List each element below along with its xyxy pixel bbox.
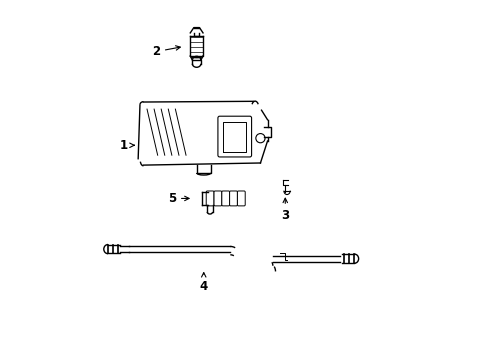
FancyBboxPatch shape [222, 191, 229, 206]
Text: 3: 3 [281, 198, 289, 222]
FancyBboxPatch shape [229, 191, 237, 206]
FancyBboxPatch shape [214, 191, 222, 206]
Text: 4: 4 [199, 273, 207, 293]
Text: 1: 1 [120, 139, 134, 152]
FancyBboxPatch shape [237, 191, 244, 206]
FancyBboxPatch shape [206, 191, 214, 206]
Text: 2: 2 [151, 45, 180, 58]
Text: 5: 5 [167, 192, 189, 205]
FancyBboxPatch shape [218, 116, 251, 157]
